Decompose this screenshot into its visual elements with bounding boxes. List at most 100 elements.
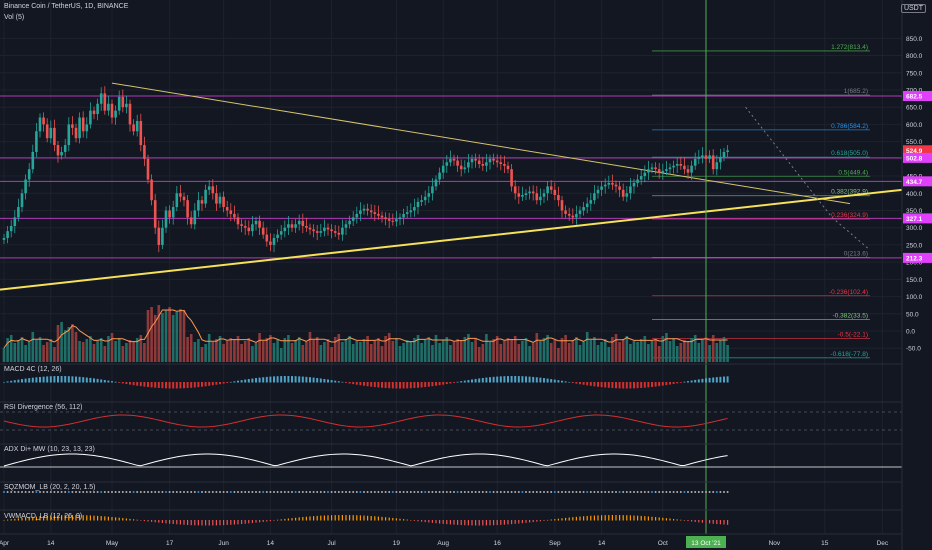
vwmacd-bar: [248, 520, 250, 524]
vwmacd-bar: [467, 520, 469, 526]
wamacd-title: VWMACD_LB (12, 26, 9): [4, 513, 83, 520]
sqzmom-dot: [334, 491, 337, 493]
volume-bar: [665, 333, 668, 362]
vwmacd-bar: [395, 518, 397, 521]
vwmacd-bar: [619, 515, 621, 521]
sqzmom-dot: [579, 491, 581, 493]
sqzmom-dot: [708, 491, 711, 493]
vwmacd-bar: [471, 520, 473, 526]
vwmacd-bar: [129, 518, 131, 521]
macd-bar: [723, 376, 725, 383]
volume-bar: [89, 336, 92, 362]
macd-bar: [323, 378, 326, 383]
volume-bar: [236, 336, 240, 362]
sqzmom-dot: [82, 491, 85, 493]
sqzmom-dot: [564, 491, 567, 493]
vwmacd-bar: [298, 517, 300, 521]
macd-bar: [319, 378, 322, 383]
sqzmom-dot: [190, 491, 193, 493]
candle-body: [413, 207, 416, 211]
macd-bar: [460, 381, 463, 383]
vwmacd-bar: [424, 520, 426, 523]
sqzmom-dot: [330, 491, 333, 493]
macd-bar: [327, 379, 329, 383]
sqzmom-dot: [431, 491, 434, 493]
currency-badge[interactable]: USDT: [900, 4, 926, 13]
vwmacd-bar: [305, 516, 307, 521]
macd-bar: [334, 380, 337, 383]
candle-body: [31, 151, 35, 170]
volume-bar: [650, 341, 654, 362]
sqzmom-dot: [528, 491, 531, 493]
candle-body: [560, 200, 564, 211]
volume-bar: [513, 336, 517, 362]
macd-bar: [413, 382, 416, 389]
macd-bar: [276, 376, 279, 383]
vwmacd-bar: [521, 520, 523, 524]
candle-body: [13, 217, 17, 226]
vwmacd-bar: [122, 518, 124, 521]
macd-bar: [6, 381, 9, 383]
vwmacd-bar: [597, 515, 599, 521]
sqzmom-dot: [489, 491, 491, 493]
candle-body: [715, 162, 719, 170]
sqzmom-dot: [13, 491, 16, 493]
rsi-line: [3, 414, 728, 428]
volume-bar: [153, 315, 157, 362]
time-tick-label: Aug: [437, 540, 449, 547]
candle-body: [308, 227, 312, 230]
sqzmom-dot: [186, 491, 189, 493]
sqzmom-dot: [399, 491, 401, 493]
volume-bar: [503, 341, 506, 362]
candle-body: [301, 220, 305, 226]
volume-bar: [517, 344, 521, 362]
macd-bar: [291, 376, 293, 383]
vwmacd-bar: [133, 519, 135, 521]
sqzmom-dot: [366, 491, 369, 493]
candle-body: [171, 207, 175, 218]
macd-bar: [355, 382, 358, 385]
candle-body: [189, 217, 193, 225]
fib-level-label: 0(213.6): [844, 250, 868, 257]
volume-bar: [301, 345, 305, 362]
sqzmom-dot: [510, 491, 513, 493]
vwmacd-bar: [338, 515, 340, 521]
sqzmom-dot: [219, 491, 221, 493]
vwmacd-bar: [431, 520, 433, 523]
candle-body: [427, 193, 431, 197]
sqzmom-dot: [233, 491, 236, 493]
candle-body: [2, 238, 6, 240]
volume-bar: [17, 340, 20, 362]
vwmacd-bar: [496, 520, 498, 526]
macd-bar: [611, 382, 614, 389]
vwmacd-bar: [352, 515, 354, 521]
macd-bar: [215, 382, 218, 385]
volume-bar: [312, 340, 315, 362]
candle-body: [225, 207, 229, 211]
macd-bar: [607, 382, 610, 388]
price-tick-label: 550.0: [906, 139, 923, 146]
macd-bar: [712, 377, 715, 383]
candle-body: [283, 227, 287, 232]
vwmacd-bar: [223, 520, 225, 526]
candle-body: [449, 158, 452, 163]
volume-bar: [164, 310, 168, 362]
volume-bar: [326, 339, 330, 362]
volume-bar: [585, 332, 589, 362]
volume-bar: [546, 335, 549, 362]
sqzmom-dot: [337, 491, 340, 493]
volume-bar: [2, 348, 6, 362]
sqzmom-dot: [445, 491, 448, 493]
volume-bar: [549, 343, 553, 362]
macd-bar: [294, 376, 297, 383]
macd-bar: [402, 382, 405, 389]
sqzmom-dot: [723, 491, 725, 493]
vwmacd-bar: [547, 519, 549, 521]
sqzmom-dot: [129, 491, 131, 493]
volume-bar: [247, 338, 251, 362]
sqzmom-dot: [712, 491, 715, 493]
volume-bar: [146, 310, 150, 362]
vwmacd-bar: [410, 519, 412, 521]
macd-bar: [100, 379, 103, 383]
